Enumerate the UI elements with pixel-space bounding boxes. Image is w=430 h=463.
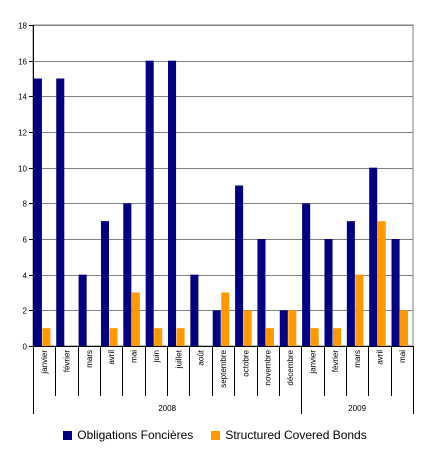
x-tick-label: mars xyxy=(85,350,94,368)
bar-obligations xyxy=(369,167,378,346)
x-tick-label: avril xyxy=(375,350,384,365)
bar-structured xyxy=(243,310,252,346)
y-tick-label: 4 xyxy=(23,272,28,281)
bar-structured xyxy=(355,274,364,346)
bar-structured xyxy=(265,328,274,346)
x-tick-label: février xyxy=(331,350,340,373)
bar-obligations xyxy=(346,221,355,346)
bar-obligations xyxy=(100,221,109,346)
x-tick-label: décembre xyxy=(286,349,295,385)
bar-structured xyxy=(288,310,297,346)
bar-obligations xyxy=(78,274,87,346)
bar-obligations xyxy=(324,239,333,346)
bar-structured xyxy=(42,328,51,346)
legend-label-structured: Structured Covered Bonds xyxy=(225,428,367,442)
x-tick-label: avril xyxy=(107,350,116,365)
bar-obligations xyxy=(235,185,244,346)
x-tick-label: janvier xyxy=(308,350,317,375)
bar-obligations xyxy=(391,239,400,346)
y-tick-label: 6 xyxy=(23,236,28,245)
y-tick-label: 14 xyxy=(18,93,27,102)
bar-structured xyxy=(109,328,118,346)
legend: Obligations Foncières Structured Covered… xyxy=(0,428,430,442)
bar-obligations xyxy=(145,60,154,347)
bar-structured xyxy=(221,292,230,346)
x-tick-label: août xyxy=(197,349,206,365)
legend-swatch-obligations xyxy=(63,430,73,440)
bar-structured xyxy=(131,292,140,346)
bar-structured xyxy=(400,310,409,346)
bar-structured xyxy=(154,328,163,346)
bar-obligations xyxy=(279,310,288,346)
y-tick-label: 16 xyxy=(18,58,27,67)
x-tick-label: mars xyxy=(353,350,362,368)
bar-obligations xyxy=(33,78,42,346)
legend-item-obligations: Obligations Foncières xyxy=(63,428,193,442)
bar-structured xyxy=(310,328,319,346)
y-tick-label: 0 xyxy=(23,343,28,352)
x-tick-label: octobre xyxy=(241,349,250,376)
bar-obligations xyxy=(212,310,221,346)
group-label: 2008 xyxy=(158,404,176,413)
x-tick-label: janvier xyxy=(40,350,49,375)
x-tick-label: février xyxy=(63,350,72,373)
bar-obligations xyxy=(302,203,311,346)
group-label: 2009 xyxy=(348,404,366,413)
x-tick-label: juillet xyxy=(174,349,183,369)
y-tick-label: 2 xyxy=(23,307,28,316)
bar-structured xyxy=(377,221,386,346)
bar-structured xyxy=(332,328,342,346)
x-tick-label: mai xyxy=(130,350,139,363)
legend-item-structured: Structured Covered Bonds xyxy=(211,428,367,442)
x-tick-label: novembre xyxy=(264,349,273,385)
x-tick-label: juin xyxy=(152,350,161,363)
y-tick-label: 18 xyxy=(18,22,27,31)
bar-obligations xyxy=(123,203,132,346)
bar-structured xyxy=(176,328,185,346)
y-tick-label: 8 xyxy=(23,200,28,209)
legend-swatch-structured xyxy=(211,430,221,440)
legend-label-obligations: Obligations Foncières xyxy=(77,428,194,442)
y-tick-label: 12 xyxy=(18,129,27,138)
bar-obligations xyxy=(190,274,199,346)
x-tick-label: septembre xyxy=(219,349,228,387)
y-tick-label: 10 xyxy=(18,165,27,174)
bar-obligations xyxy=(56,78,65,346)
x-tick-label: mai xyxy=(398,350,407,363)
bar-obligations xyxy=(257,239,266,346)
bar-obligations xyxy=(168,60,177,347)
